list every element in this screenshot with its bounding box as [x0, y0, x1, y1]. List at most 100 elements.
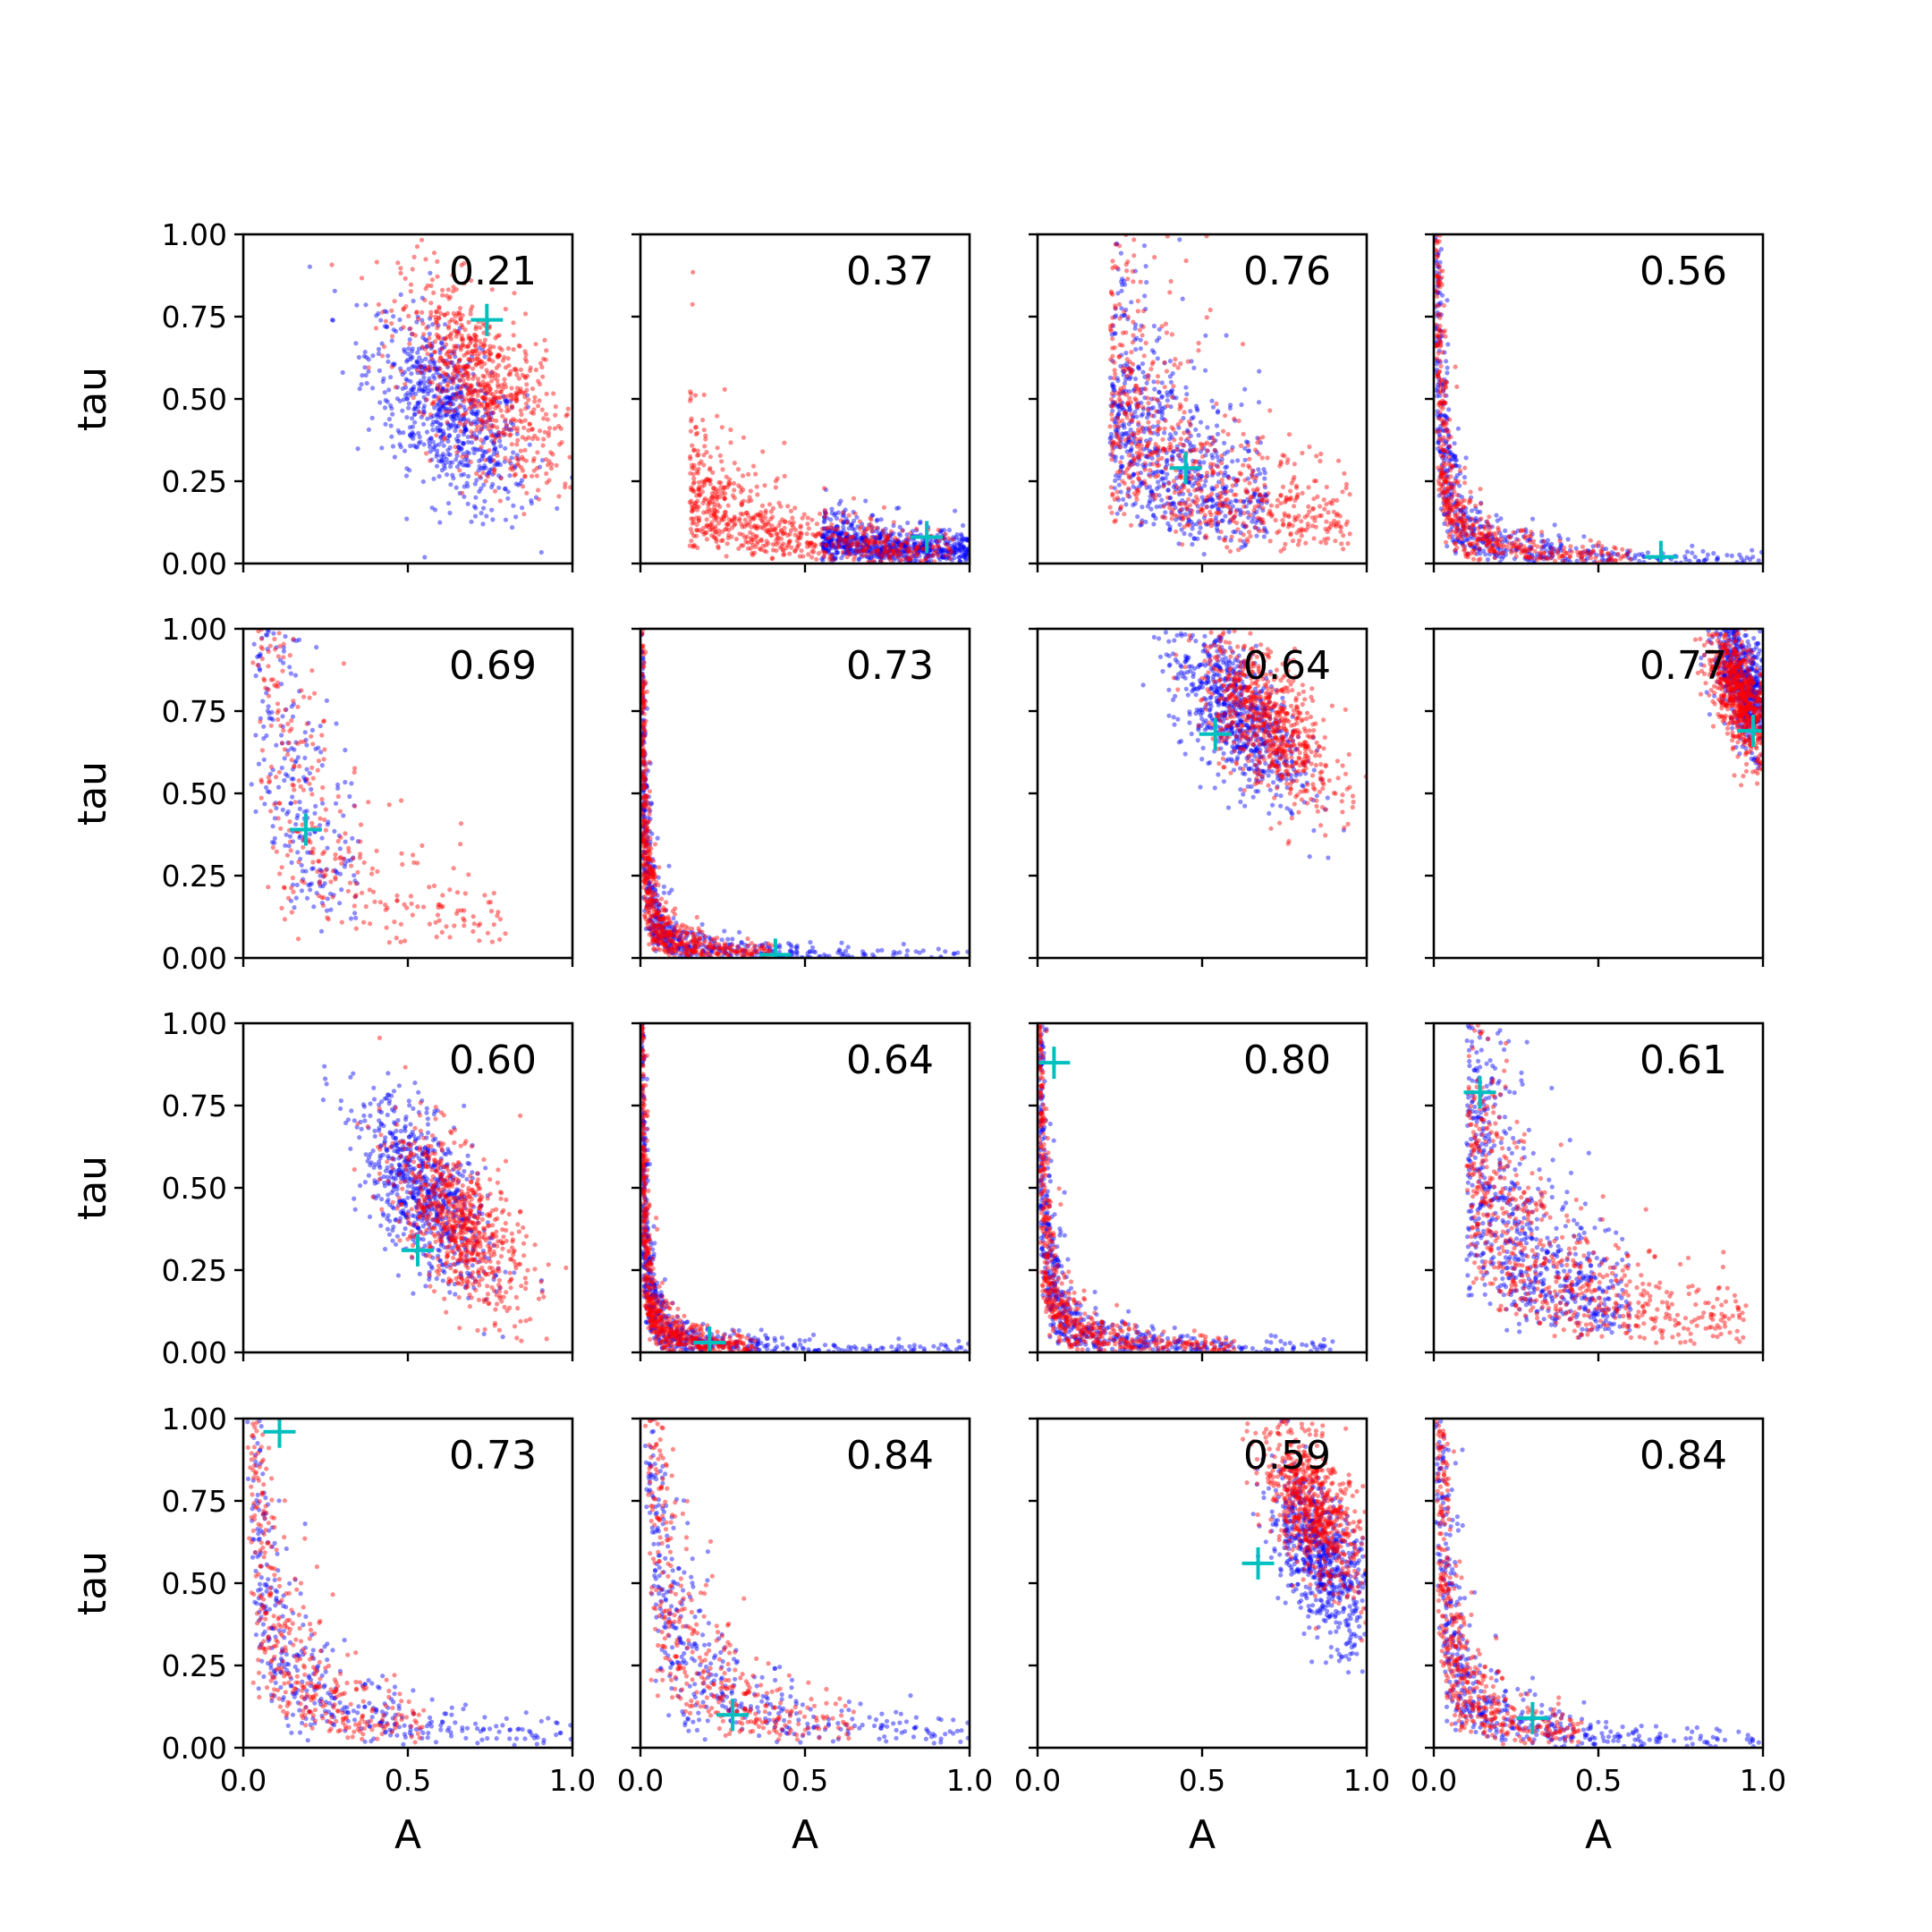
- blue-point: [443, 322, 448, 327]
- red-point: [1131, 319, 1136, 325]
- blue-point: [1509, 540, 1515, 547]
- red-point: [1446, 531, 1453, 537]
- blue-point: [422, 384, 428, 389]
- red-point: [453, 366, 458, 371]
- blue-point: [1162, 417, 1167, 422]
- blue-point: [374, 313, 379, 318]
- red-point: [1113, 424, 1118, 429]
- blue-point: [1242, 386, 1248, 392]
- blue-point: [502, 459, 507, 464]
- blue-point: [896, 552, 902, 557]
- red-point: [1115, 470, 1121, 475]
- blue-point: [896, 531, 902, 537]
- blue-point: [445, 365, 451, 370]
- blue-point: [1243, 504, 1249, 509]
- blue-point: [1499, 539, 1504, 545]
- blue-point: [404, 396, 411, 402]
- blue-point: [1483, 535, 1488, 540]
- red-point: [718, 538, 724, 544]
- red-point: [1153, 442, 1158, 447]
- red-point: [947, 556, 953, 562]
- red-point: [474, 428, 479, 433]
- blue-point: [1178, 510, 1183, 516]
- red-point: [1118, 386, 1123, 392]
- red-point: [1246, 530, 1252, 535]
- red-point: [530, 458, 537, 464]
- red-point: [781, 552, 786, 557]
- red-point: [1330, 497, 1336, 504]
- blue-point: [403, 385, 409, 390]
- blue-point: [952, 555, 957, 561]
- red-point: [452, 364, 458, 369]
- red-point: [740, 532, 745, 538]
- blue-point: [537, 464, 543, 470]
- red-point: [836, 535, 842, 540]
- blue-point: [1447, 507, 1453, 513]
- red-point: [1126, 435, 1131, 441]
- blue-point: [1110, 400, 1115, 405]
- blue-point: [1479, 536, 1485, 541]
- red-point: [1286, 521, 1292, 527]
- red-point: [503, 365, 509, 370]
- blue-point: [1225, 474, 1231, 479]
- blue-point: [1558, 547, 1564, 554]
- blue-point: [1248, 499, 1253, 504]
- red-point: [558, 426, 564, 431]
- blue-point: [834, 539, 840, 546]
- blue-point: [491, 441, 496, 446]
- red-point: [1347, 492, 1352, 497]
- red-point: [718, 485, 724, 490]
- blue-point: [435, 386, 440, 392]
- blue-point: [852, 518, 857, 524]
- blue-point: [828, 538, 834, 544]
- blue-point: [888, 531, 894, 537]
- red-point: [725, 521, 731, 527]
- blue-point: [1588, 549, 1593, 555]
- red-point: [1300, 450, 1305, 456]
- blue-point: [1132, 501, 1138, 506]
- blue-point: [1159, 394, 1165, 399]
- red-point: [1492, 548, 1497, 555]
- red-point: [1593, 555, 1598, 561]
- blue-point: [417, 386, 422, 391]
- blue-point: [1157, 390, 1162, 395]
- blue-point: [1216, 458, 1222, 463]
- red-point: [1114, 265, 1120, 271]
- red-point: [1436, 239, 1442, 244]
- blue-point: [880, 530, 886, 536]
- blue-point: [1256, 526, 1261, 532]
- red-point: [522, 394, 528, 400]
- red-point: [1226, 475, 1232, 481]
- blue-point: [1144, 485, 1149, 490]
- blue-point: [470, 446, 476, 452]
- red-point: [694, 521, 699, 528]
- blue-point: [875, 549, 880, 555]
- red-point: [513, 398, 519, 403]
- blue-point: [1453, 463, 1459, 469]
- red-point: [1137, 451, 1142, 457]
- blue-point: [880, 544, 886, 550]
- red-point: [1494, 540, 1499, 546]
- blue-point: [855, 531, 860, 537]
- red-point: [711, 486, 716, 491]
- blue-point: [454, 386, 460, 391]
- red-point: [1125, 493, 1131, 499]
- red-point: [1117, 388, 1123, 394]
- red-point: [842, 537, 847, 542]
- blue-point: [452, 349, 457, 355]
- red-point: [1192, 459, 1198, 464]
- blue-point: [1436, 252, 1441, 258]
- red-point: [476, 360, 481, 366]
- red-point: [424, 451, 429, 456]
- red-point: [1156, 446, 1161, 452]
- blue-point: [880, 529, 886, 534]
- blue-point: [929, 547, 935, 553]
- red-point: [469, 351, 474, 356]
- red-point: [1489, 545, 1495, 550]
- red-point: [1278, 501, 1284, 506]
- blue-point: [1180, 458, 1185, 463]
- blue-point: [849, 534, 855, 539]
- blue-point: [1435, 412, 1440, 418]
- blue-point: [1151, 323, 1157, 329]
- blue-point: [462, 365, 467, 371]
